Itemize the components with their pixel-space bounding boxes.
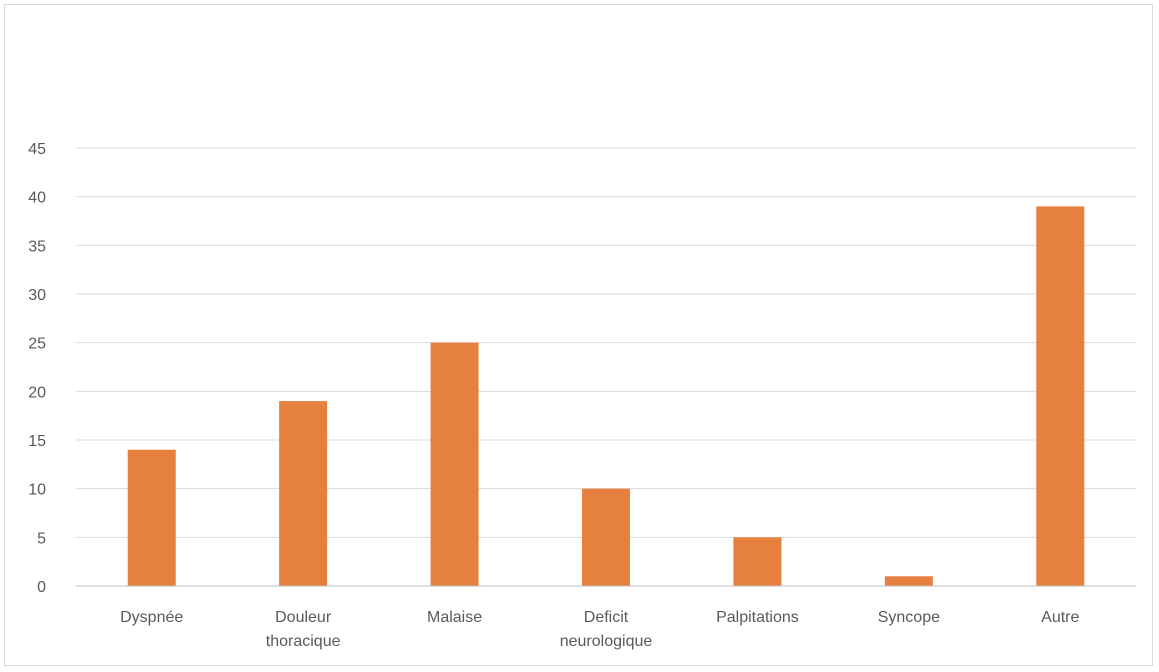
bar-0 [127,449,176,586]
bar-3 [582,488,630,586]
x-tick-label-1: Douleur thoracique [266,609,341,650]
gridlines [76,147,1136,538]
x-tick-label-3: Deficit neurologique [560,609,653,650]
x-axis-category-labels: Dyspnée Douleur thoracique Malaise Deficit ne… [120,609,1079,650]
x-tick-label-5: Syncope [878,609,940,626]
y-tick-label-25: 25 [28,336,46,353]
y-tick-label-40: 40 [28,190,46,207]
bar-1 [279,401,328,586]
bar-2 [430,342,479,586]
y-axis-tick-labels: 0 5 10 15 20 25 30 35 40 45 [28,141,46,596]
x-tick-label-2: Malaise [427,609,482,626]
chart-frame [4,4,1153,666]
y-tick-label-15: 15 [28,433,46,450]
y-tick-label-45: 45 [28,141,46,158]
y-tick-label-5: 5 [37,530,46,547]
y-tick-label-30: 30 [28,287,46,304]
bar-4 [733,537,782,586]
x-tick-label-4: Palpitations [716,609,799,626]
y-tick-label-0: 0 [37,579,46,596]
x-tick-label-0: Dyspnée [120,609,183,626]
y-tick-label-10: 10 [28,482,46,499]
y-tick-label-35: 35 [28,238,46,255]
bars [127,206,1085,586]
bar-5 [884,576,933,586]
bar-6 [1036,206,1085,586]
x-tick-label-6: Autre [1041,609,1079,626]
y-tick-label-20: 20 [28,384,46,401]
